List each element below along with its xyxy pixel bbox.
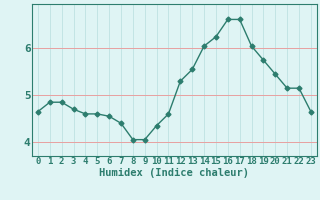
X-axis label: Humidex (Indice chaleur): Humidex (Indice chaleur) (100, 168, 249, 178)
